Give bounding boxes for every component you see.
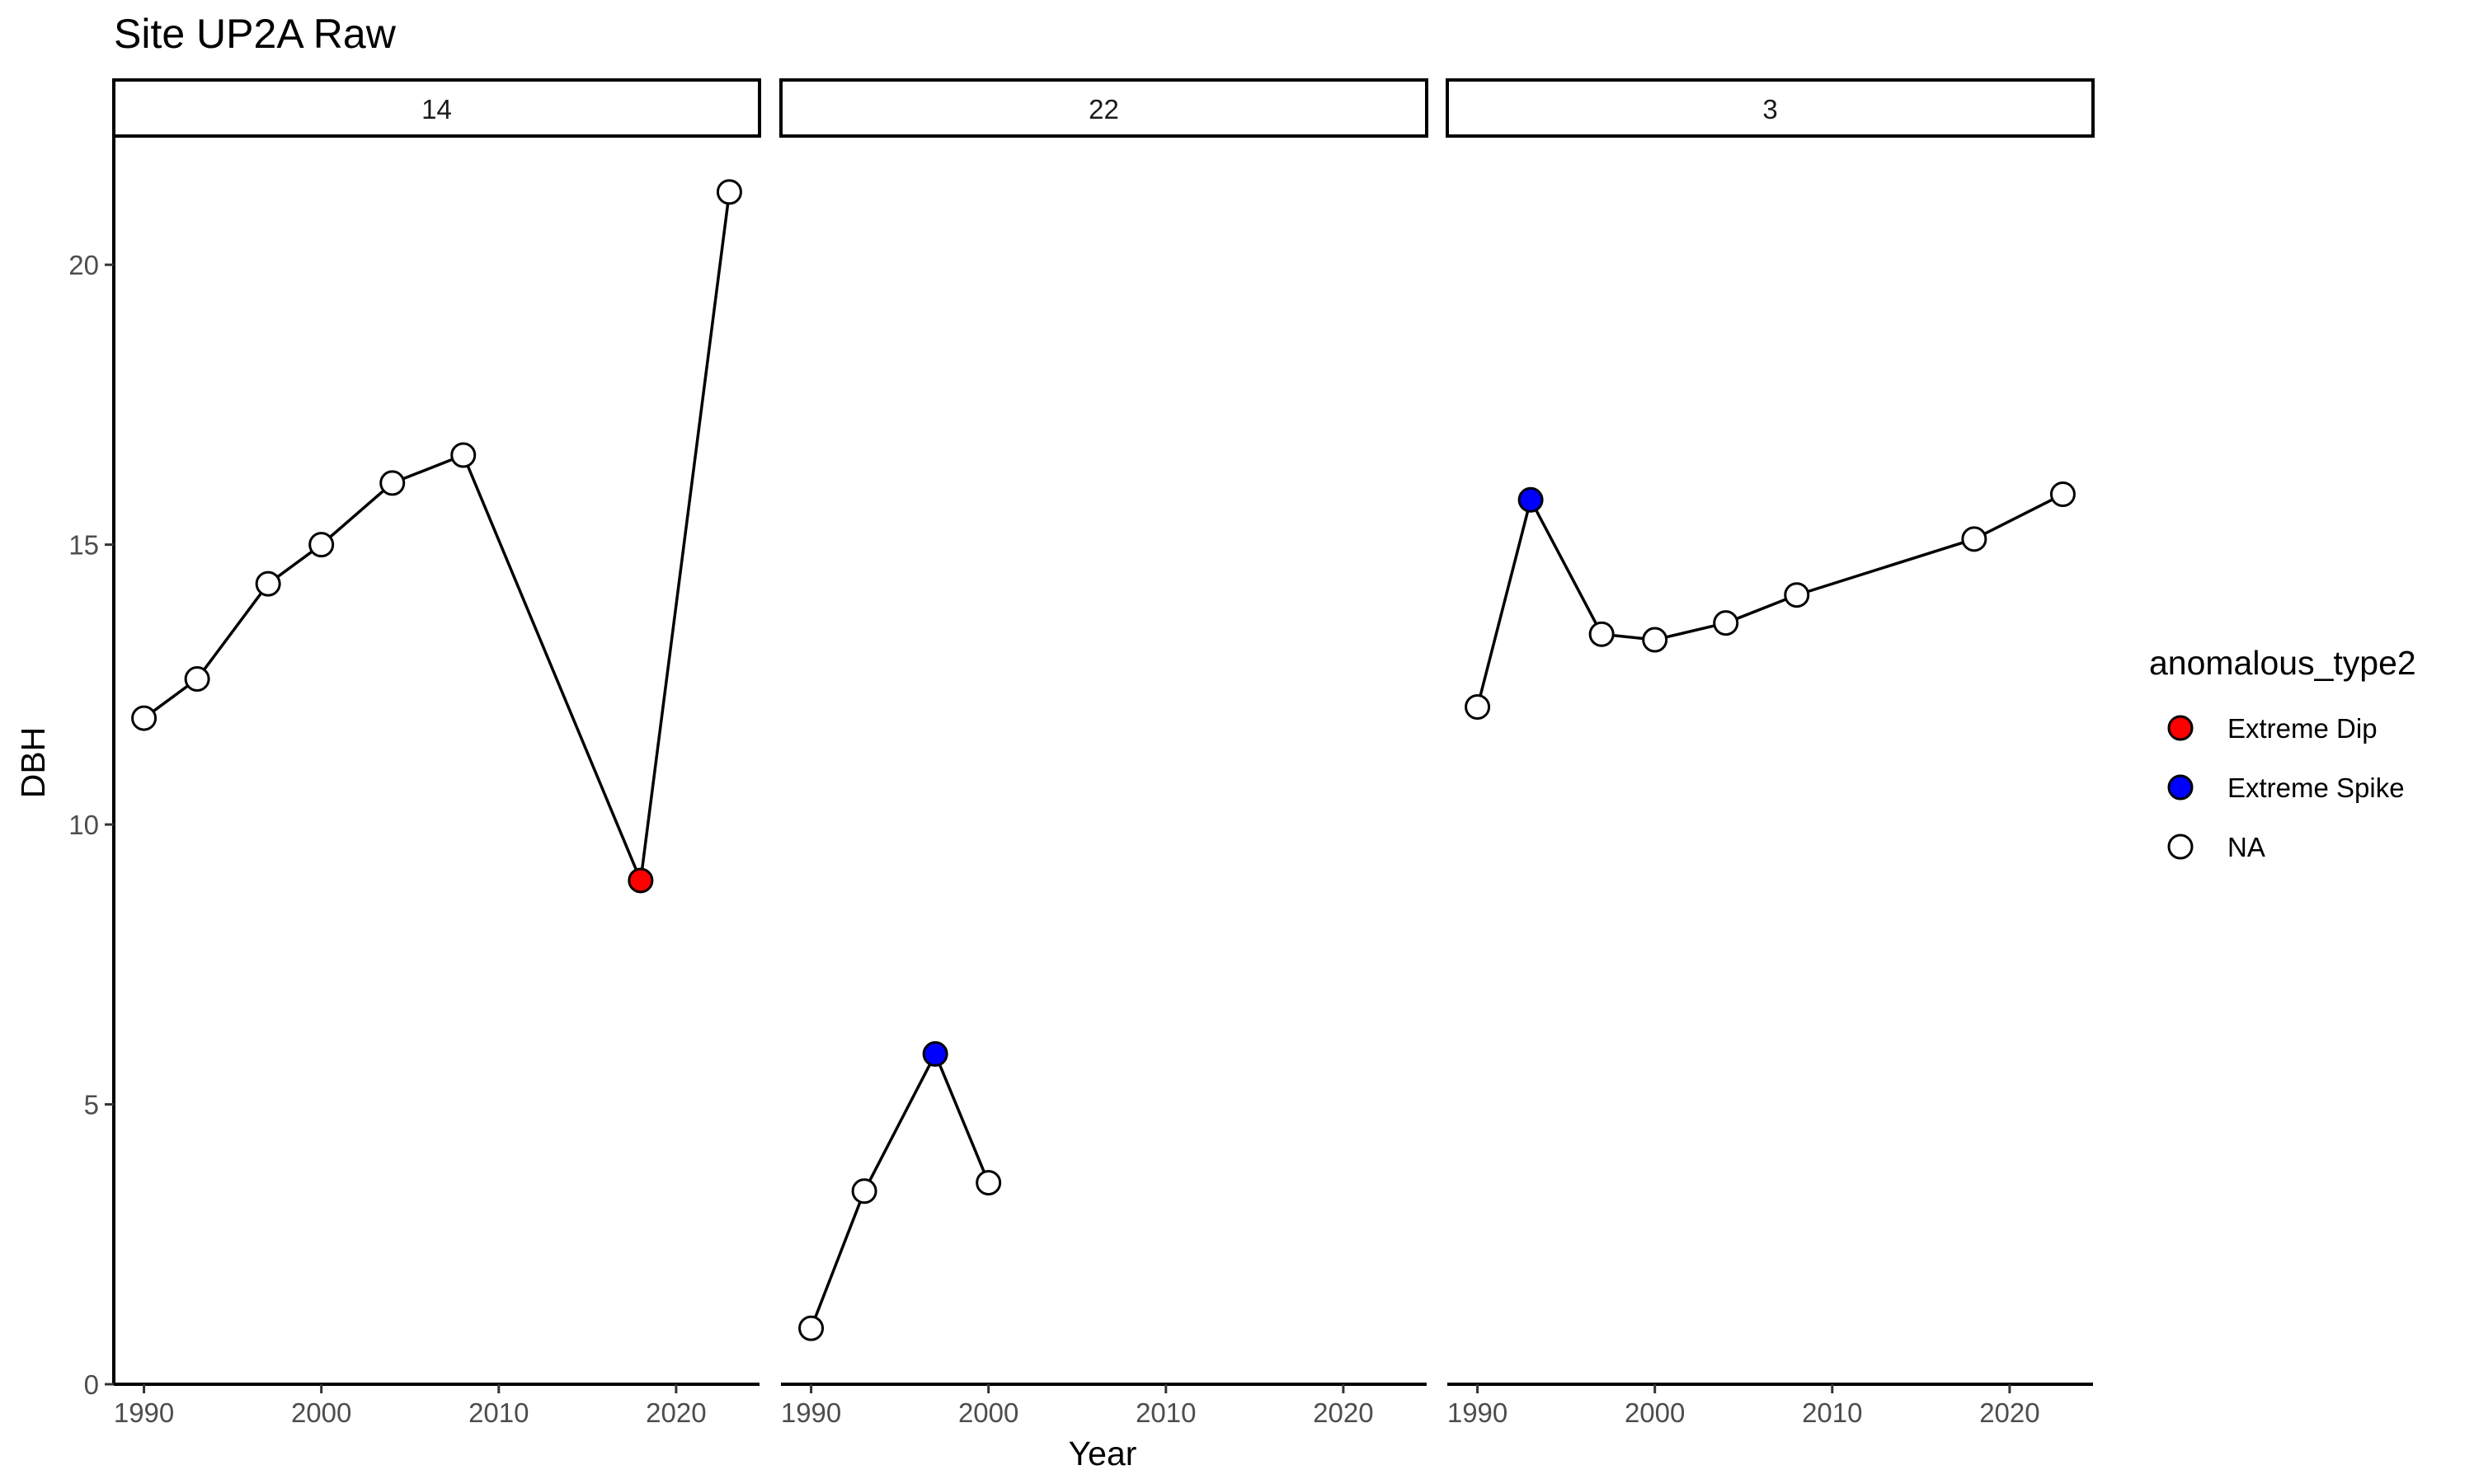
x-tick-label: 1990: [1447, 1397, 1507, 1428]
data-point: [976, 1170, 1002, 1196]
x-tick-label: 2020: [646, 1397, 706, 1428]
facet-panels: 14 1990 2000 2010 2020 22 1990 2000 2010 2020 3 199…: [112, 78, 2095, 1428]
x-tick-label: 2010: [468, 1397, 529, 1428]
data-point: [1642, 627, 1668, 653]
facet-panel-14: 14 1990 2000 2010 2020: [112, 78, 761, 1428]
y-axis-label: DBH: [14, 727, 52, 799]
data-point: [2049, 481, 2076, 508]
legend-label: Extreme Dip: [2227, 713, 2378, 744]
data-point: [851, 1178, 877, 1205]
facet-strip: [779, 78, 1428, 138]
facet-strip: [1446, 78, 2095, 138]
x-tick-label: 2020: [1313, 1397, 1373, 1428]
series-line-14: [143, 191, 731, 886]
data-point: [450, 442, 477, 468]
legend-label: NA: [2227, 832, 2265, 862]
x-tick-label: 2010: [1802, 1397, 1862, 1428]
legend-key: [2167, 834, 2194, 860]
data-point: [716, 179, 742, 205]
y-axis: 0 5 10 15 20: [68, 136, 115, 1400]
facet-strip: [112, 78, 761, 138]
legend: anomalous_type2 Extreme Dip Extreme Spike…: [2149, 644, 2416, 862]
y-tick-label: 10: [68, 810, 99, 840]
data-point: [379, 470, 406, 496]
data-point: [1784, 582, 1810, 608]
x-tick-label: 2000: [291, 1397, 351, 1428]
data-point: [922, 1040, 948, 1067]
y-tick-label: 0: [84, 1369, 99, 1400]
x-tick-label: 1990: [114, 1397, 174, 1428]
facet-panel-22: 22 1990 2000 2010 2020: [779, 78, 1428, 1428]
facet-strip-label: 22: [1089, 94, 1119, 124]
legend-key: [2167, 715, 2194, 741]
legend-key: [2167, 774, 2194, 801]
data-point: [1517, 486, 1544, 513]
data-point: [628, 867, 654, 894]
x-tick-label: 1990: [781, 1397, 841, 1428]
legend-label: Extreme Spike: [2227, 773, 2405, 803]
x-axis-label: Year: [1069, 1435, 1137, 1472]
legend-title: anomalous_type2: [2149, 644, 2416, 682]
data-point: [308, 532, 335, 558]
facet-strip-label: 14: [421, 94, 452, 124]
x-tick-label: 2000: [1625, 1397, 1685, 1428]
data-point: [184, 666, 210, 693]
data-point: [1961, 526, 1987, 552]
data-point: [1588, 621, 1615, 647]
x-tick-label: 2010: [1136, 1397, 1196, 1428]
data-point: [131, 705, 158, 731]
x-tick-label: 2000: [958, 1397, 1018, 1428]
chart-title: Site UP2A Raw: [114, 11, 397, 57]
y-tick-label: 5: [84, 1090, 99, 1120]
data-point: [1465, 694, 1491, 721]
facet-strip-label: 3: [1762, 94, 1777, 124]
data-point: [1713, 610, 1739, 636]
data-point: [255, 571, 281, 597]
data-point: [798, 1315, 825, 1341]
series-line-3: [1475, 492, 2064, 707]
facet-panel-3: 3 1990 2000 2010 2020: [1446, 78, 2095, 1428]
x-tick-label: 2020: [1979, 1397, 2039, 1428]
y-tick-label: 20: [68, 250, 99, 280]
series-line-22: [809, 1050, 990, 1329]
y-tick-label: 15: [68, 530, 99, 561]
